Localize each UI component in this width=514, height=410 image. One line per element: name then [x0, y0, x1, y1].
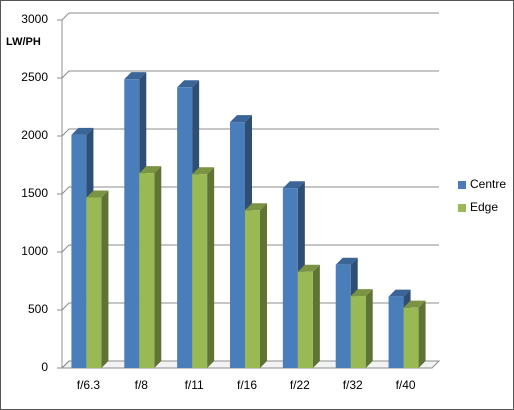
bar-front: [230, 122, 245, 368]
bar-top: [139, 166, 162, 174]
y-tick-label: 1500: [21, 186, 48, 200]
x-tick-label: f/6.3: [77, 378, 101, 392]
bar-top: [192, 167, 215, 175]
x-tick-label: f/11: [185, 378, 204, 392]
x-tick-label: f/32: [343, 378, 363, 392]
bar-top: [350, 289, 373, 297]
bar: [350, 289, 373, 368]
bar-front: [192, 174, 208, 368]
grid-line: [61, 12, 439, 21]
y-tick-label: 0: [41, 360, 48, 374]
bar: [297, 264, 320, 368]
bar-front: [282, 188, 298, 368]
grid-line: [61, 70, 439, 79]
legend-label: Centre: [470, 177, 506, 191]
x-tick-label: f/16: [237, 378, 257, 392]
legend-label: Edge: [470, 200, 498, 214]
bar-front: [350, 296, 366, 368]
bar-top: [177, 80, 200, 88]
bar-front: [71, 134, 87, 368]
bar-front: [245, 210, 260, 368]
bar-top: [297, 264, 320, 272]
bar-front: [403, 307, 419, 368]
bar-top: [230, 115, 252, 123]
bar-top: [388, 289, 411, 297]
grid-line: [61, 186, 439, 195]
y-tick-label: 3000: [21, 12, 48, 26]
bar-side: [260, 203, 267, 368]
bar-front: [335, 264, 351, 368]
y-tick-label: 2500: [21, 70, 48, 84]
legend-swatch: [458, 181, 466, 189]
bar-side: [101, 190, 109, 368]
bar-side: [207, 167, 215, 368]
bar: [192, 167, 215, 368]
legend-swatch: [458, 204, 466, 212]
bar-top: [403, 300, 426, 308]
grid-line: [61, 128, 439, 137]
bar-top: [86, 190, 109, 198]
x-tick-label: f/22: [290, 378, 310, 392]
bar-front: [297, 271, 313, 368]
bar-front: [177, 87, 193, 368]
y-tick-label: 500: [28, 302, 48, 316]
bar-front: [86, 197, 102, 368]
grid-line: [61, 244, 439, 253]
bar: [403, 300, 426, 368]
bar-top: [335, 257, 358, 265]
bar-top: [245, 203, 267, 211]
y-tick-label: 1000: [21, 244, 48, 258]
bar: [86, 190, 109, 368]
bar-front: [388, 296, 404, 368]
y-axis-label: LW/PH: [6, 36, 41, 48]
bar: [139, 166, 162, 368]
bar-side: [365, 289, 373, 368]
x-tick-label: f/40: [396, 378, 416, 392]
bar-side: [312, 264, 320, 368]
bar-top: [71, 127, 94, 135]
y-tick-label: 2000: [21, 128, 48, 142]
bar-side: [418, 300, 426, 368]
bar: [245, 203, 267, 368]
bar-side: [154, 166, 162, 368]
bar-top: [282, 181, 305, 189]
bar-top: [124, 72, 147, 80]
bar-front: [124, 79, 140, 368]
bar-front: [139, 173, 155, 368]
x-tick-label: f/8: [135, 378, 149, 392]
